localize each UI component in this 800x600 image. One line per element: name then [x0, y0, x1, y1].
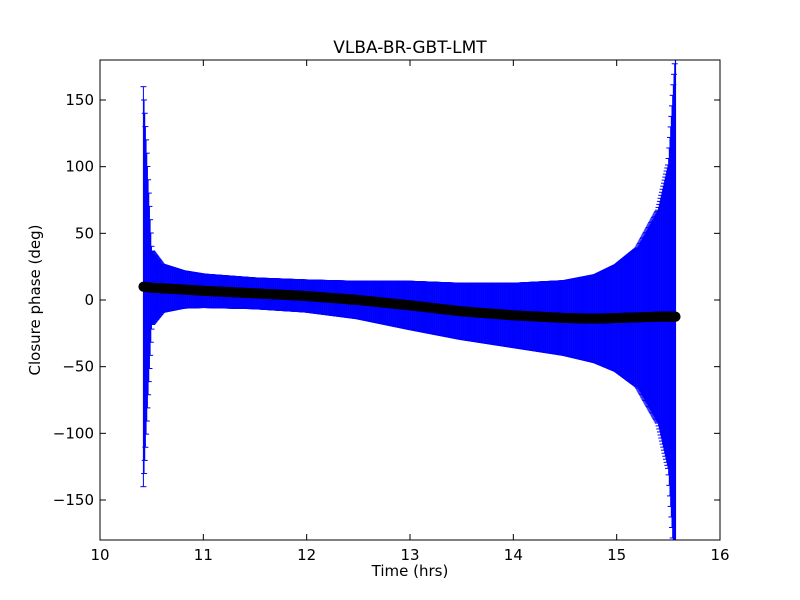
x-tick-label: 16	[710, 546, 729, 564]
y-tick-label: −50	[62, 358, 94, 376]
y-tick-label: 100	[65, 158, 94, 176]
data-point	[670, 311, 681, 322]
y-tick-label: 50	[75, 224, 94, 242]
y-tick-label: 0	[84, 291, 94, 309]
x-tick-label: 14	[504, 546, 523, 564]
x-tick-label: 13	[400, 546, 419, 564]
x-tick-label: 10	[90, 546, 109, 564]
x-tick-label: 15	[607, 546, 626, 564]
x-axis-label: Time (hrs)	[371, 562, 449, 580]
chart-title: VLBA-BR-GBT-LMT	[333, 38, 487, 58]
y-tick-label: −150	[53, 491, 94, 509]
x-tick-label: 12	[297, 546, 316, 564]
y-tick-label: −100	[53, 424, 94, 442]
y-tick-label: 150	[65, 91, 94, 109]
y-axis-label: Closure phase (deg)	[26, 225, 44, 376]
x-tick-label: 11	[194, 546, 213, 564]
